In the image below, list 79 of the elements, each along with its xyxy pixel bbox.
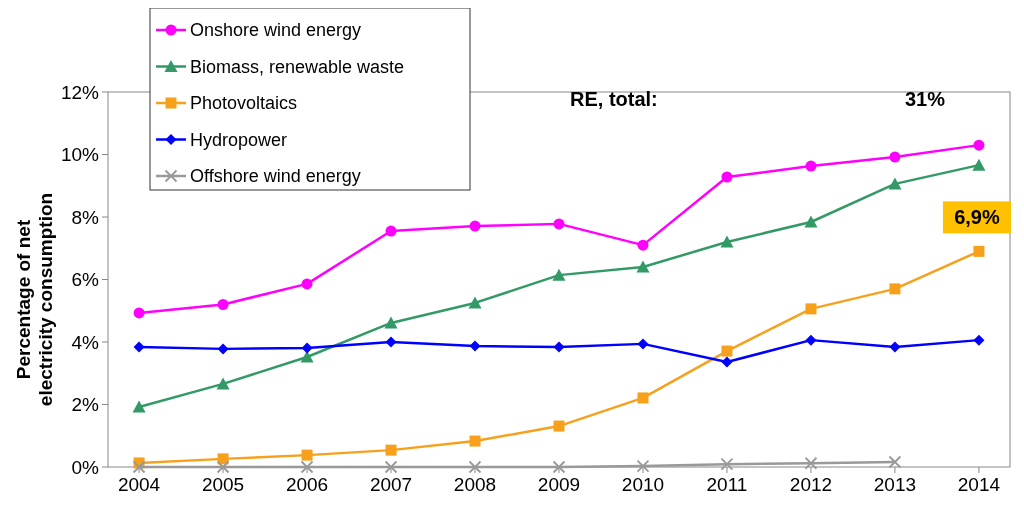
y-tick-label: 10% (60, 144, 100, 166)
point (889, 283, 901, 295)
x-tick-label: 2011 (706, 474, 748, 495)
point (805, 334, 817, 346)
legend-label: Photovoltaics (190, 93, 298, 114)
y-axis-title: Percentage of net electricity consumption (13, 192, 56, 407)
point (973, 334, 985, 346)
point (553, 218, 565, 230)
point (720, 457, 734, 471)
point (805, 160, 817, 172)
y-tick-label: 12% (60, 81, 100, 103)
point (973, 139, 985, 151)
point (637, 392, 649, 404)
point (804, 456, 818, 470)
point (385, 336, 397, 348)
point (552, 460, 566, 474)
x-tick-label: 2013 (873, 474, 917, 495)
x-tick-label: 2006 (285, 474, 329, 495)
point (300, 350, 314, 363)
point (133, 307, 145, 319)
y-tick-label: 6% (71, 269, 100, 291)
point (720, 235, 734, 248)
x-tick-label: 2005 (201, 474, 245, 495)
y-tick-label: 2% (71, 394, 100, 416)
point (132, 460, 146, 474)
point (637, 338, 649, 350)
point (637, 239, 649, 251)
point (636, 260, 650, 273)
x-tick-label: 2009 (537, 474, 581, 495)
point (469, 435, 481, 447)
x-tick-label: 2008 (453, 474, 497, 495)
point (889, 151, 901, 163)
point (217, 343, 229, 355)
point (384, 460, 398, 474)
point (385, 444, 397, 456)
x-tick-label: 2014 (957, 474, 1001, 495)
point (301, 449, 313, 461)
point (217, 299, 229, 310)
annotation: RE, total: (570, 88, 658, 110)
point (469, 340, 481, 352)
x-tick-label: 2004 (117, 474, 161, 495)
point (216, 377, 230, 390)
point (721, 356, 733, 368)
point (888, 455, 902, 469)
legend-label: Onshore wind energy (190, 20, 362, 41)
annotation: 6,9% (954, 206, 1000, 229)
point (553, 341, 565, 353)
point (553, 420, 565, 432)
y-tick-label: 0% (71, 456, 100, 478)
point (385, 225, 397, 237)
point (468, 460, 482, 474)
point (552, 268, 566, 281)
point (636, 459, 650, 473)
point (888, 177, 902, 190)
point (301, 342, 313, 354)
y-tick-label: 4% (71, 331, 100, 353)
point (133, 341, 145, 353)
point (300, 460, 314, 474)
point (301, 278, 313, 290)
legend-label: Biomass, renewable waste (190, 56, 405, 77)
point (216, 460, 230, 474)
point (889, 341, 901, 353)
legend-label: Offshore wind energy (190, 166, 361, 187)
legend-label: Hydropower (190, 129, 288, 150)
point (804, 215, 818, 228)
point (973, 245, 985, 257)
point (468, 296, 482, 309)
point (384, 316, 398, 329)
point (805, 303, 817, 315)
point (469, 220, 481, 232)
y-tick-label: 8% (71, 206, 100, 228)
point (721, 345, 733, 357)
point (132, 400, 146, 413)
x-tick-label: 2007 (369, 474, 413, 495)
x-tick-label: 2010 (621, 474, 665, 495)
point (972, 158, 986, 171)
annotation: 31% (905, 88, 946, 110)
x-tick-label: 2012 (789, 474, 833, 495)
point (721, 171, 733, 183)
